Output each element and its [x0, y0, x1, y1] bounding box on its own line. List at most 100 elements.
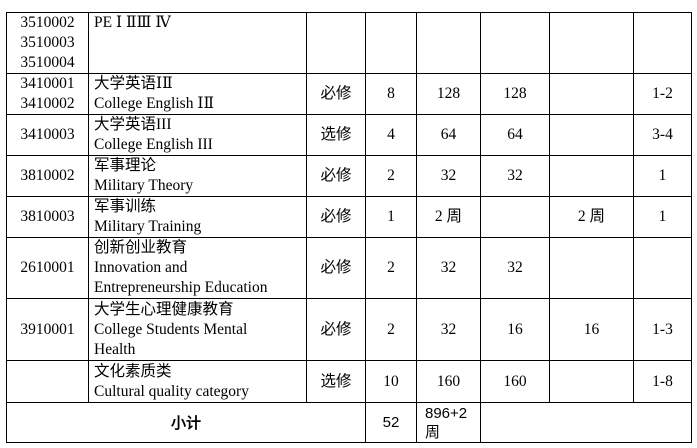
course-theory: 160 — [480, 360, 550, 403]
course-type: 必修 — [306, 73, 366, 115]
course-type: 选修 — [306, 360, 366, 403]
table-row: 3410003 大学英语III College English III 选修 4 … — [6, 114, 692, 156]
course-name: 军事理论 — [94, 157, 157, 174]
course-code: 2610001 — [20, 259, 75, 276]
course-credits: 2 — [365, 155, 417, 197]
course-name-cell: PE Ⅰ ⅡⅢ Ⅳ — [88, 12, 307, 74]
course-theory: 32 — [480, 155, 550, 197]
course-code-cell: 3910001 — [6, 298, 89, 361]
course-name-cell: 大学英语III College English III — [88, 114, 307, 156]
table-row: 3810003 军事训练 Military Training 必修 1 2 周 2… — [6, 196, 692, 238]
course-name: College English III — [94, 136, 213, 153]
course-credits: 2 — [365, 298, 417, 361]
course-theory — [480, 196, 550, 238]
course-name: College English ⅠⅡ — [94, 95, 214, 112]
course-hours: 64 — [416, 114, 481, 156]
course-name: 文化素质类 — [94, 362, 172, 380]
course-name: Military Training — [94, 218, 202, 235]
course-theory — [480, 12, 550, 74]
course-name: Cultural quality category — [94, 382, 249, 400]
course-code: 3410002 — [20, 95, 75, 112]
total-empty — [480, 402, 692, 443]
total-hours: 896+2 周 — [416, 402, 481, 443]
course-practice — [549, 360, 634, 403]
course-code: 3410001 — [20, 75, 75, 92]
course-credits — [365, 12, 417, 74]
course-code: 3510003 — [20, 34, 75, 51]
table-row: 3410001 3410002 大学英语ⅠⅡ College English ⅠⅡ … — [6, 73, 692, 115]
course-type: 必修 — [306, 196, 366, 238]
course-credits: 10 — [365, 360, 417, 403]
course-name: 大学英语III — [94, 116, 172, 133]
course-hours: 32 — [416, 237, 481, 299]
course-code: 3810003 — [20, 208, 75, 225]
course-name: 大学生心理健康教育 — [94, 300, 234, 318]
course-code: 3510002 — [20, 14, 75, 31]
course-code-cell — [6, 360, 89, 403]
total-hours-line: 周 — [425, 423, 441, 441]
course-hours — [416, 12, 481, 74]
course-hours: 32 — [416, 155, 481, 197]
course-name-cell: 创新创业教育 Innovation and Entrepreneurship Edu… — [88, 237, 307, 299]
course-hours: 2 周 — [416, 196, 481, 238]
course-semester: 1 — [633, 196, 692, 238]
course-hours: 128 — [416, 73, 481, 115]
table-row: 3810002 军事理论 Military Theory 必修 2 32 32 1 — [6, 155, 692, 197]
course-credits: 4 — [365, 114, 417, 156]
course-table: 3510002 3510003 3510004 PE Ⅰ ⅡⅢ Ⅳ 3410001 3… — [6, 12, 692, 443]
course-theory: 64 — [480, 114, 550, 156]
course-type: 必修 — [306, 298, 366, 361]
course-semester: 1-8 — [633, 360, 692, 403]
course-name: Entrepreneurship Education — [94, 279, 268, 296]
course-type: 选修 — [306, 114, 366, 156]
course-theory: 32 — [480, 237, 550, 299]
course-practice — [549, 12, 634, 74]
table-row: 2610001 创新创业教育 Innovation and Entrepreneur… — [6, 237, 692, 299]
course-name: Military Theory — [94, 177, 194, 194]
course-theory: 128 — [480, 73, 550, 115]
course-credits: 8 — [365, 73, 417, 115]
course-name-cell: 军事理论 Military Theory — [88, 155, 307, 197]
course-name-cell: 大学英语ⅠⅡ College English ⅠⅡ — [88, 73, 307, 115]
course-type: 必修 — [306, 237, 366, 299]
course-type — [306, 12, 366, 74]
course-name: PE Ⅰ ⅡⅢ Ⅳ — [94, 14, 171, 31]
course-theory: 16 — [480, 298, 550, 361]
course-code-cell: 3410001 3410002 — [6, 73, 89, 115]
table-row: 3510002 3510003 3510004 PE Ⅰ ⅡⅢ Ⅳ — [6, 12, 692, 74]
course-practice — [549, 155, 634, 197]
table-row: 3910001 大学生心理健康教育 College Students Mental… — [6, 298, 692, 361]
course-name: Health — [94, 340, 136, 358]
course-name-cell: 大学生心理健康教育 College Students Mental Health — [88, 298, 307, 361]
course-hours: 160 — [416, 360, 481, 403]
course-name: Innovation and — [94, 259, 188, 276]
course-practice: 16 — [549, 298, 634, 361]
course-semester: 3-4 — [633, 114, 692, 156]
course-code-cell: 3810003 — [6, 196, 89, 238]
course-semester: 1-3 — [633, 298, 692, 361]
course-semester — [633, 237, 692, 299]
total-hours-line: 896+2 — [425, 404, 468, 422]
course-code-cell: 3410003 — [6, 114, 89, 156]
total-row: 小计 52 896+2 周 — [6, 402, 692, 443]
course-name-cell: 文化素质类 Cultural quality category — [88, 360, 307, 403]
course-code: 3810002 — [20, 167, 75, 184]
course-code-cell: 3510002 3510003 3510004 — [6, 12, 89, 74]
course-code: 3510004 — [20, 54, 75, 71]
course-name: 大学英语ⅠⅡ — [94, 75, 173, 92]
course-code-cell: 2610001 — [6, 237, 89, 299]
course-name-cell: 军事训练 Military Training — [88, 196, 307, 238]
course-type: 必修 — [306, 155, 366, 197]
course-semester: 1 — [633, 155, 692, 197]
total-credits: 52 — [365, 402, 417, 443]
course-hours: 32 — [416, 298, 481, 361]
course-practice: 2 周 — [549, 196, 634, 238]
total-label: 小计 — [6, 402, 366, 443]
course-practice — [549, 237, 634, 299]
course-code: 3410003 — [20, 126, 75, 143]
table-row: 文化素质类 Cultural quality category 选修 10 160… — [6, 360, 692, 403]
course-name: 军事训练 — [94, 198, 157, 215]
course-credits: 1 — [365, 196, 417, 238]
course-semester — [633, 12, 692, 74]
course-code-cell: 3810002 — [6, 155, 89, 197]
